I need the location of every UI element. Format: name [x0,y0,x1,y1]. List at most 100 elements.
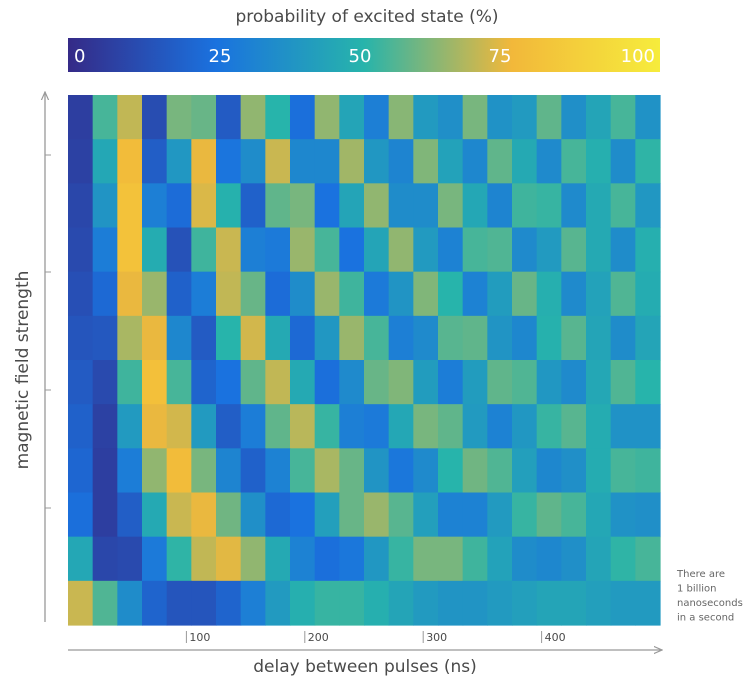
heatmap-cell [364,227,390,273]
heatmap-cell [265,271,291,317]
heatmap-cell [68,139,94,184]
heatmap-cell [191,580,217,626]
heatmap-cell [314,448,340,494]
heatmap-cell [92,536,118,582]
annotation-line: in a second [677,613,734,624]
heatmap-cell [536,227,562,273]
heatmap-cell [142,404,168,449]
heatmap-cell [216,183,242,229]
heatmap-cell [536,95,562,140]
heatmap-cell [191,227,217,273]
heatmap-cell [536,315,562,361]
heatmap-cell [462,404,488,449]
heatmap-cell [290,227,316,273]
heatmap-cell [142,448,168,494]
heatmap-cell [561,536,587,582]
heatmap-cell [314,139,340,184]
heatmap-cell [388,227,414,273]
heatmap-cell [413,448,439,494]
heatmap-cell [166,315,192,361]
heatmap-cell [142,580,168,626]
heatmap-cell [487,404,513,449]
heatmap-cell [413,536,439,582]
heatmap-cell [339,139,365,184]
heatmap-cell [635,227,661,273]
heatmap-cell [536,404,562,449]
heatmap-cell [561,183,587,229]
heatmap-cell [561,227,587,273]
heatmap-cell [586,227,612,273]
heatmap [68,95,661,626]
heatmap-cell [512,183,538,229]
colorbar-tick-label: 0 [74,46,85,67]
heatmap-cell [216,492,242,538]
heatmap-cell [487,536,513,582]
heatmap-cell [216,404,242,449]
heatmap-cell [536,580,562,626]
heatmap-cell [438,536,464,582]
heatmap-cell [68,315,94,361]
heatmap-cell [512,95,538,140]
heatmap-cell [536,139,562,184]
heatmap-cell [68,360,94,405]
heatmap-cell [117,315,143,361]
heatmap-cell [487,95,513,140]
heatmap-cell [339,492,365,538]
heatmap-cell [216,536,242,582]
heatmap-cell [314,271,340,317]
heatmap-cell [364,536,390,582]
heatmap-cell [117,227,143,273]
heatmap-cell [561,404,587,449]
heatmap-cell [610,448,636,494]
heatmap-cell [240,536,266,582]
heatmap-cell [388,315,414,361]
heatmap-cell [536,536,562,582]
heatmap-cell [166,492,192,538]
heatmap-cell [413,492,439,538]
heatmap-cell [388,360,414,405]
heatmap-cell [166,448,192,494]
heatmap-cell [265,404,291,449]
heatmap-cell [536,183,562,229]
heatmap-cell [117,139,143,184]
heatmap-cell [314,315,340,361]
heatmap-cell [487,315,513,361]
heatmap-cell [438,492,464,538]
annotation: There are 1 billion nanoseconds in a second [676,569,743,624]
heatmap-cell [512,404,538,449]
heatmap-cell [117,360,143,405]
heatmap-cell [462,139,488,184]
colorbar-tick-label: 50 [349,46,372,67]
heatmap-cell [240,448,266,494]
heatmap-cell [191,492,217,538]
heatmap-cell [142,183,168,229]
heatmap-cell [586,580,612,626]
heatmap-cell [586,95,612,140]
heatmap-cell [487,271,513,317]
heatmap-cell [438,404,464,449]
heatmap-cell [142,315,168,361]
heatmap-cell [92,227,118,273]
heatmap-cell [166,183,192,229]
heatmap-cell [92,95,118,140]
heatmap-cell [487,227,513,273]
heatmap-cell [290,271,316,317]
heatmap-cell [561,492,587,538]
heatmap-cell [364,95,390,140]
colorbar-tick-label: 75 [489,46,512,67]
heatmap-cell [265,315,291,361]
heatmap-cell [635,404,661,449]
heatmap-cell [635,183,661,229]
heatmap-cell [240,315,266,361]
heatmap-cell [265,360,291,405]
heatmap-cell [240,271,266,317]
heatmap-cell [117,404,143,449]
heatmap-cell [561,95,587,140]
heatmap-cell [265,536,291,582]
heatmap-cell [142,360,168,405]
heatmap-cell [487,360,513,405]
heatmap-cell [92,183,118,229]
heatmap-cell [586,315,612,361]
heatmap-cell [339,580,365,626]
heatmap-cell [339,95,365,140]
